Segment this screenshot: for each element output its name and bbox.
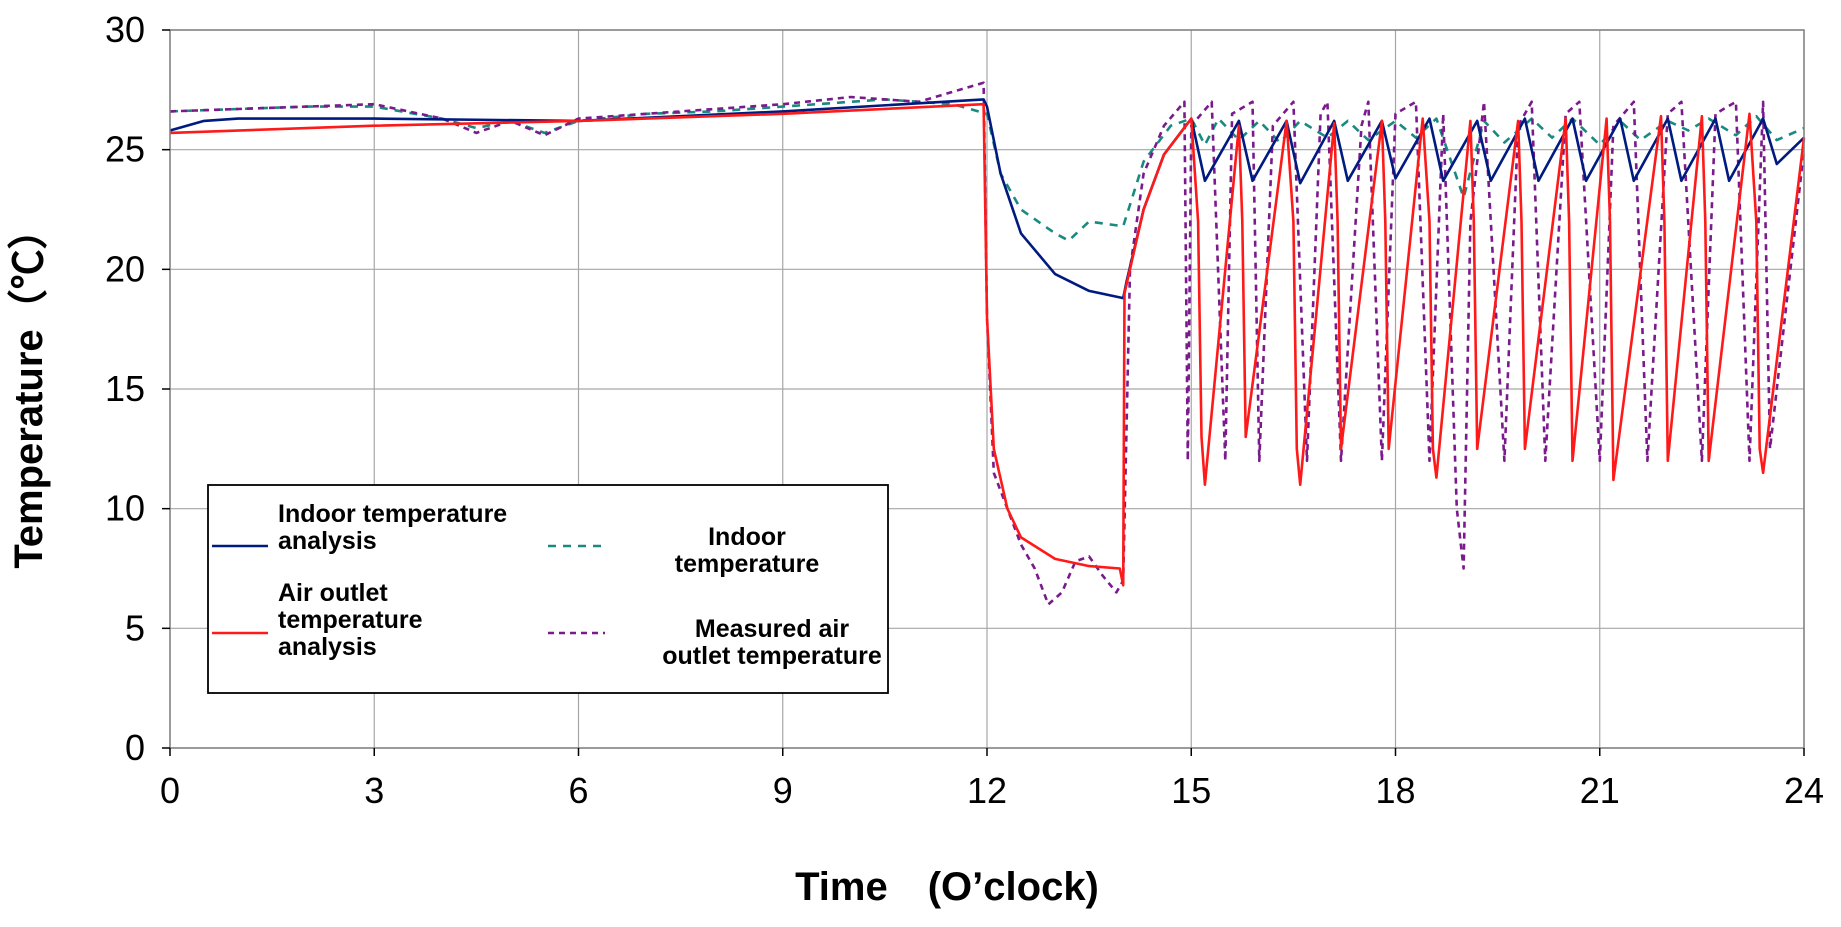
y-tick-label: 10 [105, 488, 145, 529]
legend-label: Air outlet [278, 579, 388, 607]
x-tick-label: 3 [364, 770, 384, 811]
legend-label: Measured air [695, 615, 850, 643]
series-line [169, 98, 1805, 300]
series-layer [169, 81, 1806, 606]
legend-box [207, 484, 889, 694]
legend-label: temperature [675, 550, 820, 578]
legend-label: Indoor temperature [278, 500, 507, 528]
x-tick-label: 9 [773, 770, 793, 811]
legend-label: analysis [278, 633, 377, 661]
y-axis-title: Temperature（℃） [7, 209, 51, 568]
legend-label: outlet temperature [662, 642, 882, 670]
x-axis-title: Time (O’clock) [795, 865, 1099, 909]
x-tick-label: 24 [1784, 770, 1824, 811]
x-tick-label: 0 [160, 770, 180, 811]
x-tick-label: 21 [1580, 770, 1620, 811]
x-tick-label: 18 [1375, 770, 1415, 811]
x-tick-label: 12 [967, 770, 1007, 811]
y-tick-label: 20 [105, 248, 145, 289]
x-axis-ticks: 0 3 6 9 12 15 18 21 24 [160, 748, 1824, 811]
x-tick-label: 6 [568, 770, 588, 811]
series-line [169, 81, 1806, 606]
legend-label: Indoor [708, 523, 786, 551]
legend-label: temperature [278, 606, 423, 634]
legend-label: analysis [278, 527, 377, 555]
y-tick-label: 30 [105, 9, 145, 50]
y-axis-ticks: 0 5 10 15 20 25 30 [105, 9, 170, 768]
y-tick-label: 0 [125, 727, 145, 768]
y-tick-label: 25 [105, 129, 145, 170]
series-line [169, 102, 1806, 587]
y-tick-label: 15 [105, 368, 145, 409]
y-tick-label: 5 [125, 607, 145, 648]
x-tick-label: 15 [1171, 770, 1211, 811]
